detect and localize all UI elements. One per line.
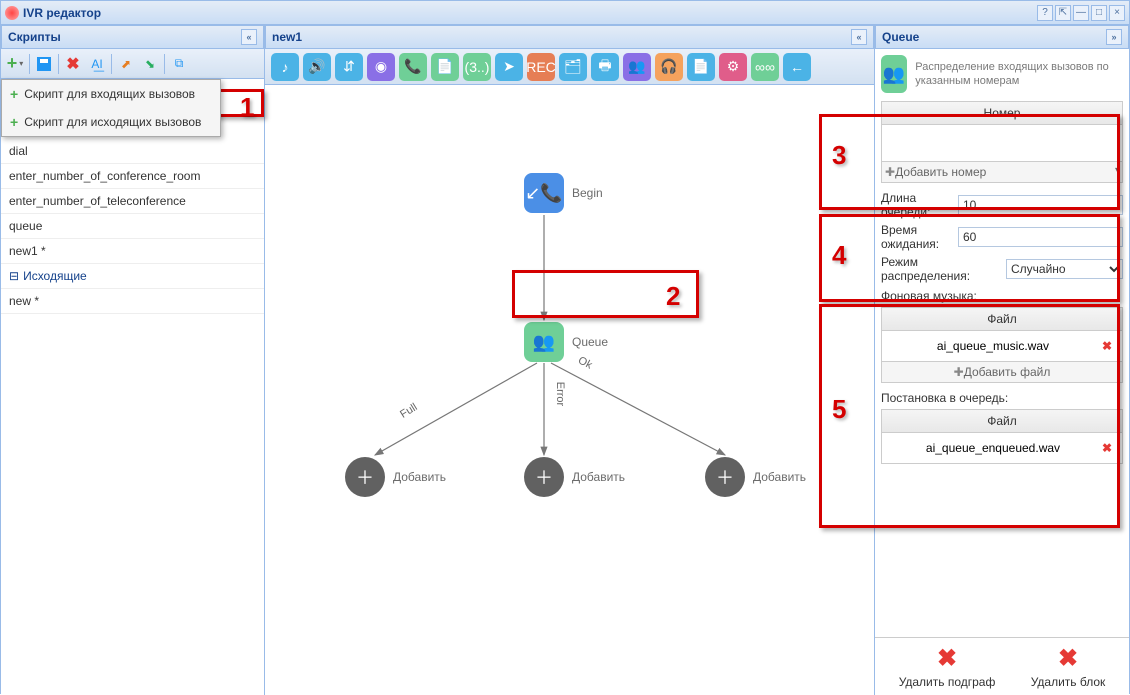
- edge-label-full: Full: [398, 401, 419, 421]
- delete-subgraph-button[interactable]: ✖Удалить подграф: [899, 644, 996, 689]
- edge-label-error: Error: [554, 382, 566, 406]
- queue-length-label: Длина очереди:: [881, 191, 958, 219]
- palette-icon[interactable]: ⚙: [719, 53, 747, 81]
- help-button[interactable]: ?: [1037, 5, 1053, 21]
- delete-button[interactable]: ✖: [63, 54, 83, 74]
- add-script-button[interactable]: +▾: [5, 54, 25, 74]
- bg-music-label: Фоновая музыка:: [881, 289, 1123, 303]
- collapse-center-button[interactable]: «: [851, 29, 867, 45]
- queue-description: Распределение входящих вызовов по указан…: [915, 60, 1123, 89]
- incoming-script-item[interactable]: +Скрипт для входящих вызовов: [2, 80, 220, 108]
- palette-icon[interactable]: 🎧: [655, 53, 683, 81]
- scripts-title: Скрипты: [8, 30, 61, 44]
- scripts-list: dial enter_number_of_conference_room ent…: [1, 79, 264, 695]
- editor-panel: new1 « ♪🔊⇵◉📞📄(3..)➤REC🗂🖶👥🎧📄⚙∞∞← ↙📞 Begin: [265, 25, 875, 695]
- begin-icon: ↙📞: [524, 173, 564, 213]
- delete-icon: ✖: [1058, 644, 1078, 673]
- palette-icon[interactable]: ◉: [367, 53, 395, 81]
- wait-time-input[interactable]: [958, 227, 1123, 247]
- minimize-button[interactable]: —: [1073, 5, 1089, 21]
- number-empty-row: [882, 125, 1122, 161]
- queue-head-icon: 👥: [881, 55, 907, 93]
- palette-icon[interactable]: ←: [783, 53, 811, 81]
- app-icon: [5, 6, 19, 20]
- close-button[interactable]: ×: [1109, 5, 1125, 21]
- node-palette: ♪🔊⇵◉📞📄(3..)➤REC🗂🖶👥🎧📄⚙∞∞←: [265, 49, 874, 85]
- list-item[interactable]: enter_number_of_teleconference: [1, 189, 264, 214]
- palette-icon[interactable]: 🗂: [559, 53, 587, 81]
- rename-button[interactable]: A͟I: [87, 54, 107, 74]
- palette-icon[interactable]: 📞: [399, 53, 427, 81]
- props-title: Queue: [882, 30, 919, 44]
- wait-time-label: Время ожидания:: [881, 223, 958, 251]
- number-header: Номер: [882, 102, 1122, 125]
- plus-icon: ＋: [524, 457, 564, 497]
- palette-icon[interactable]: 👥: [623, 53, 651, 81]
- add-node[interactable]: ＋Добавить: [524, 457, 625, 497]
- palette-icon[interactable]: 📄: [431, 53, 459, 81]
- plus-icon: ＋: [705, 457, 745, 497]
- delete-icon: ✖: [937, 644, 957, 673]
- delete-file-button[interactable]: ✖: [1098, 441, 1116, 455]
- delete-block-button[interactable]: ✖Удалить блок: [1031, 644, 1106, 689]
- palette-icon[interactable]: 📄: [687, 53, 715, 81]
- windows-button[interactable]: ⧉: [169, 54, 189, 74]
- scripts-panel: Скрипты « +▾ ✖ A͟I ⬈ ⬊ ⧉ +Скрипт для вхо…: [1, 25, 265, 695]
- outgoing-section[interactable]: ⊟Исходящие: [1, 264, 264, 289]
- floppy-icon: [37, 57, 51, 71]
- add-node[interactable]: ＋Добавить: [705, 457, 806, 497]
- canvas[interactable]: ↙📞 Begin 👥 Queue ＋Добавить ＋Добавить ＋До…: [265, 85, 874, 695]
- collapse-right-button[interactable]: »: [1106, 29, 1122, 45]
- add-node[interactable]: ＋Добавить: [345, 457, 446, 497]
- scripts-toolbar: +▾ ✖ A͟I ⬈ ⬊ ⧉ +Скрипт для входящих вызо…: [1, 49, 264, 79]
- begin-node[interactable]: ↙📞 Begin: [524, 173, 603, 213]
- mode-label: Режим распределения:: [881, 255, 1006, 283]
- file-header-2: Файл: [882, 410, 1122, 433]
- mode-select[interactable]: Случайно: [1006, 259, 1123, 279]
- enqueue-table: Файл ai_queue_enqueued.wav✖: [881, 409, 1123, 464]
- plus-icon: ＋: [345, 457, 385, 497]
- add-number-button[interactable]: ✚ Добавить номер▾: [882, 161, 1122, 182]
- incoming-script-label: Скрипт для входящих вызовов: [24, 87, 195, 101]
- title-bar: IVR редактор ? ⇱ — □ ×: [1, 1, 1129, 25]
- add-script-menu: +Скрипт для входящих вызовов +Скрипт для…: [1, 79, 221, 137]
- outgoing-script-label: Скрипт для исходящих вызовов: [24, 115, 201, 129]
- palette-icon[interactable]: ∞∞: [751, 53, 779, 81]
- import-button[interactable]: ⬈: [116, 54, 136, 74]
- pin-button[interactable]: ⇱: [1055, 5, 1071, 21]
- list-item[interactable]: queue: [1, 214, 264, 239]
- delete-file-button[interactable]: ✖: [1098, 339, 1116, 353]
- add-file-button[interactable]: ✚ Добавить файл: [882, 361, 1122, 382]
- window-title: IVR редактор: [19, 6, 1037, 20]
- begin-label: Begin: [572, 186, 603, 200]
- bg-music-table: Файл ai_queue_music.wav✖ ✚ Добавить файл: [881, 307, 1123, 383]
- enqueue-label: Постановка в очередь:: [881, 391, 1123, 405]
- queue-node[interactable]: 👥 Queue: [524, 322, 608, 362]
- queue-icon: 👥: [524, 322, 564, 362]
- palette-icon[interactable]: ➤: [495, 53, 523, 81]
- collapse-left-button[interactable]: «: [241, 29, 257, 45]
- properties-panel: Queue » 👥 Распределение входящих вызовов…: [875, 25, 1129, 695]
- list-item[interactable]: new1 *: [1, 239, 264, 264]
- numbers-table: Номер ✚ Добавить номер▾: [881, 101, 1123, 183]
- queue-label: Queue: [572, 335, 608, 349]
- palette-icon[interactable]: 🖶: [591, 53, 619, 81]
- palette-icon[interactable]: (3..): [463, 53, 491, 81]
- outgoing-script-item[interactable]: +Скрипт для исходящих вызовов: [2, 108, 220, 136]
- maximize-button[interactable]: □: [1091, 5, 1107, 21]
- list-item[interactable]: new *: [1, 289, 264, 314]
- palette-icon[interactable]: REC: [527, 53, 555, 81]
- palette-icon[interactable]: 🔊: [303, 53, 331, 81]
- save-button[interactable]: [34, 54, 54, 74]
- file-row[interactable]: ai_queue_enqueued.wav✖: [882, 433, 1122, 463]
- file-header: Файл: [882, 308, 1122, 331]
- list-item[interactable]: enter_number_of_conference_room: [1, 164, 264, 189]
- export-button[interactable]: ⬊: [140, 54, 160, 74]
- queue-length-input[interactable]: [958, 195, 1123, 215]
- tab-label[interactable]: new1: [272, 30, 302, 44]
- list-item[interactable]: dial: [1, 139, 264, 164]
- palette-icon[interactable]: ⇵: [335, 53, 363, 81]
- file-row[interactable]: ai_queue_music.wav✖: [882, 331, 1122, 361]
- palette-icon[interactable]: ♪: [271, 53, 299, 81]
